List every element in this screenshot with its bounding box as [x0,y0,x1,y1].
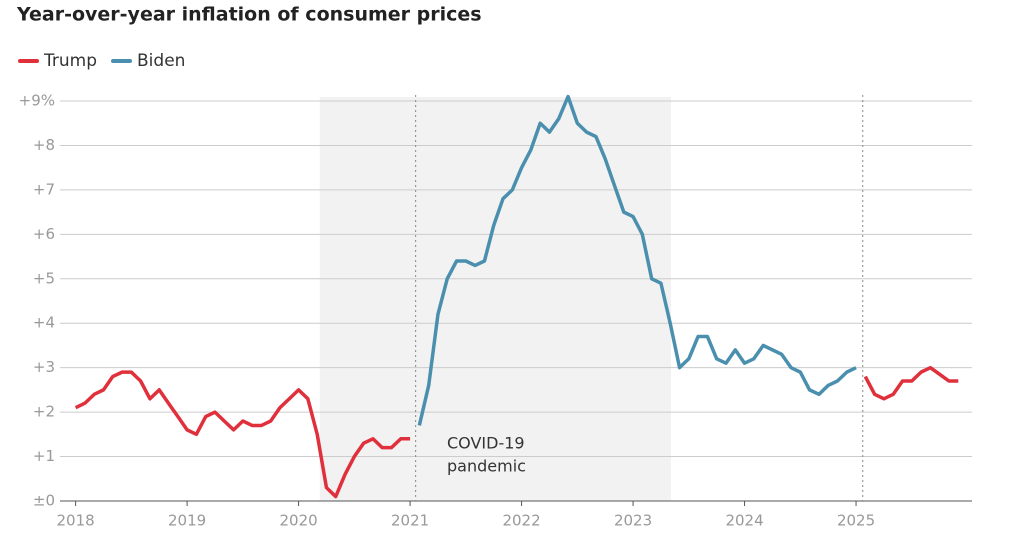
x-tick-label: 2019 [168,512,206,530]
y-tick-label: +5 [33,269,55,287]
y-tick-label: +4 [33,314,55,332]
legend-label: Trump [43,51,97,71]
y-tick-label: +2 [33,403,55,421]
y-tick-label: +1 [33,447,55,465]
annotation: COVID-19 [447,434,525,453]
x-tick-label: 2022 [502,512,540,530]
x-tick-label: 2020 [279,512,317,530]
x-tick-label: 2018 [57,512,95,530]
x-tick-label: 2025 [837,512,875,530]
y-tick-label: +8 [33,136,55,154]
annotation: pandemic [447,457,526,476]
series-line [74,370,411,499]
legend-label: Biden [137,51,185,71]
x-tick-label: 2021 [391,512,429,530]
y-tick-label: +9% [19,92,55,110]
x-tick-label: 2024 [725,512,763,530]
y-tick-label: +7 [33,180,55,198]
y-tick-label: ±0 [33,492,55,510]
y-tick-label: +3 [33,358,55,376]
chart-title: Year-over-year inflation of consumer pri… [16,4,482,26]
series-line [417,94,857,426]
shaded-period [319,97,671,501]
y-tick-label: +6 [33,225,55,243]
x-tick-label: 2023 [614,512,652,530]
series-line [863,365,959,401]
